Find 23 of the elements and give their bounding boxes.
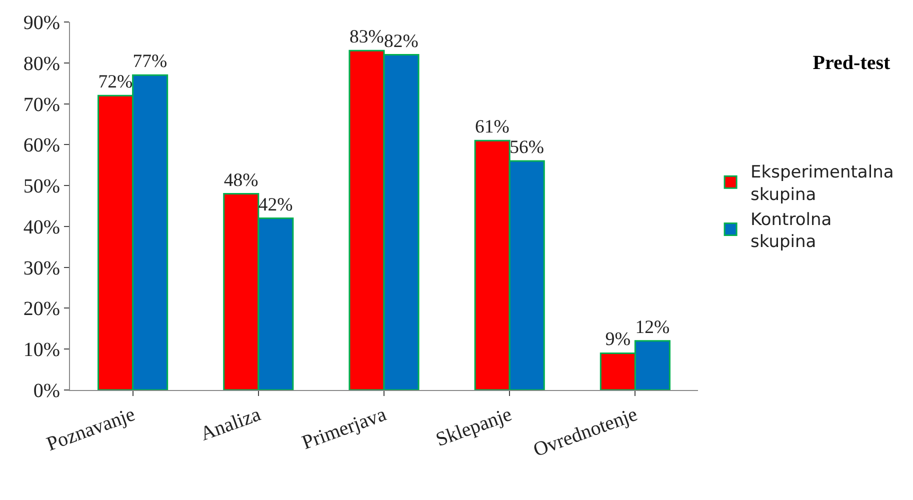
data-label: 77% <box>132 51 168 72</box>
y-tick-label: 20% <box>23 298 60 320</box>
y-tick-label: 10% <box>23 339 60 362</box>
y-tick-label: 0% <box>33 380 60 402</box>
data-label: 72% <box>98 72 133 93</box>
data-label: 9% <box>605 329 631 350</box>
data-label: 61% <box>475 116 510 138</box>
y-tick-label: 50% <box>23 176 60 198</box>
data-label: 83% <box>349 26 384 48</box>
legend-label: Kontrolna skupina <box>750 210 832 252</box>
data-label: 82% <box>384 30 418 52</box>
legend-label: Eksperimentalna skupina <box>750 162 894 205</box>
text: Pred-test <box>812 52 891 74</box>
y-tick-label: 30% <box>23 257 60 280</box>
y-tick-label: 90% <box>23 12 60 34</box>
y-tick-label: 70% <box>23 94 60 116</box>
y-tick-label: 60% <box>23 134 60 157</box>
data-label: 48% <box>224 170 258 191</box>
data-label: 56% <box>510 137 544 158</box>
y-tick-label: 40% <box>23 216 60 238</box>
x-tick-label: Analiza <box>198 403 264 446</box>
data-label: 12% <box>635 316 670 338</box>
y-tick-label: 80% <box>23 52 60 75</box>
